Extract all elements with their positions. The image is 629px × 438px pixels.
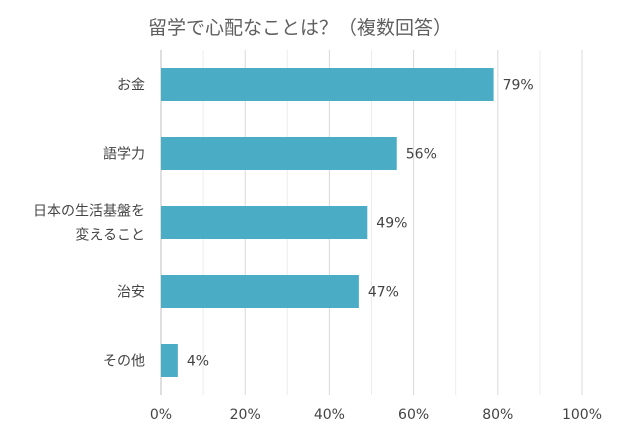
data-label: 79% [503,78,534,94]
category-label: お金 [117,78,145,94]
data-label: 49% [376,216,407,232]
bar [161,275,359,308]
category-label: その他 [103,354,145,370]
bar [161,344,178,377]
x-tick-label: 80% [482,407,513,423]
data-label: 47% [368,285,399,301]
x-tick-label: 60% [398,407,429,423]
data-label: 4% [187,354,209,370]
category-label: 治安 [117,285,145,301]
bar [161,206,368,239]
bar [161,68,494,101]
category-label: 語学力 [103,147,145,163]
category-label: 日本の生活基盤を [33,203,145,220]
chart-title: 留学で心配なことは？（複数回答） [148,17,452,39]
category-label: 変えること [75,227,145,244]
x-tick-label: 40% [314,407,345,423]
x-tick-label: 100% [562,407,602,423]
data-labels: 79% 56% 49% 47% 4% [187,78,534,370]
x-axis-tick-labels: 0% 20% 40% 60% 80% 100% [150,407,602,423]
x-tick-label: 0% [150,407,172,423]
data-label: 56% [406,147,437,163]
bar [161,137,397,170]
bars [161,68,494,377]
x-tick-label: 20% [230,407,261,423]
